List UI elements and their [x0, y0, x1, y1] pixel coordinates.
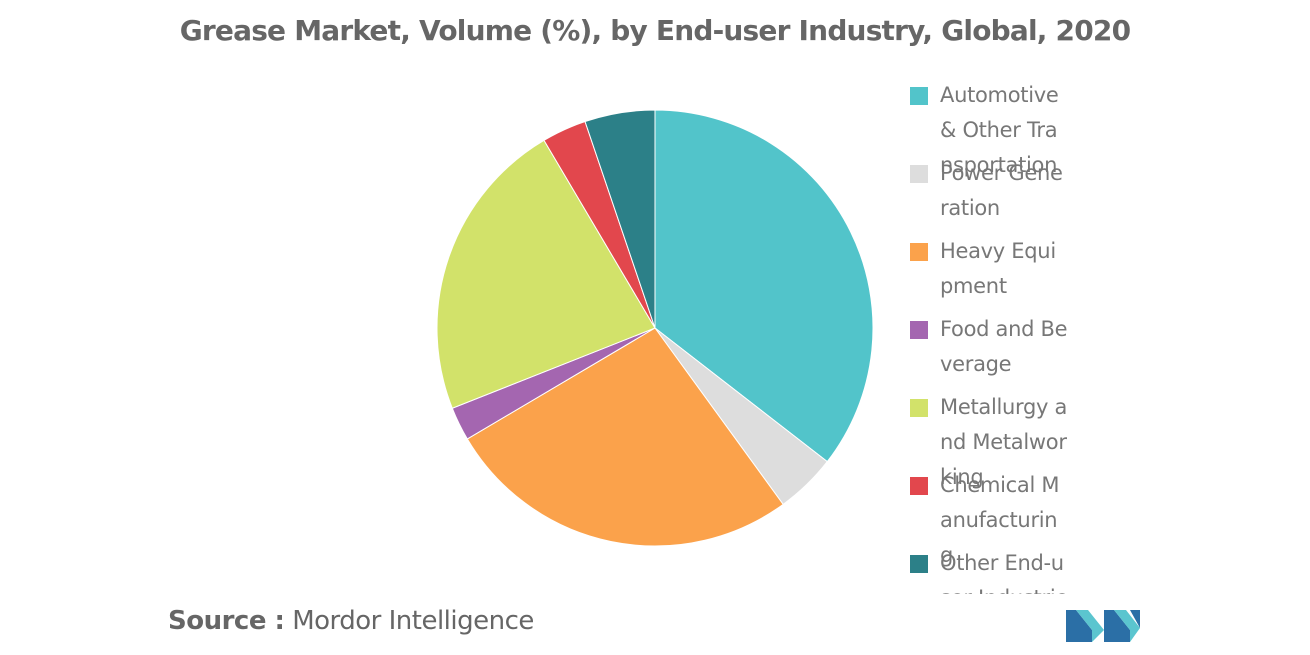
pie-slice-metallurgy-and-metalworking: [436, 139, 656, 409]
pie-slice-other-end-user-industries: [584, 109, 656, 329]
legend-label: Metallurgy and Metalworking: [940, 395, 1068, 489]
chart-title: Grease Market, Volume (%), by End-user I…: [179, 14, 1131, 47]
legend-label: Food and Beverage: [940, 317, 1068, 376]
legend-item: Food and Beverage: [910, 312, 1080, 407]
legend-label: Other End-user Industries: [940, 551, 1068, 594]
legend-label: Power Generation: [940, 161, 1063, 220]
legend-swatch: [910, 243, 928, 261]
chart-legend: Automotive & Other Transportation Power G…: [910, 78, 1080, 594]
pie-slice-automotive-other-transportation: [654, 109, 874, 463]
legend-item: Heavy Equipment: [910, 234, 1080, 329]
legend-item: Automotive & Other Transportation: [910, 78, 1080, 177]
legend-label: Automotive & Other Transportation: [940, 83, 1059, 177]
mordor-logo-icon: [1066, 610, 1140, 642]
legend-label: Heavy Equipment: [940, 239, 1056, 298]
legend-swatch: [910, 555, 928, 573]
source-prefix: Source :: [168, 606, 285, 636]
legend-item: Power Generation: [910, 156, 1080, 251]
legend-swatch: [910, 477, 928, 495]
legend-swatch: [910, 87, 928, 105]
source-note: Source : Mordor Intelligence: [168, 606, 534, 636]
legend-item: Other End-user Industries: [910, 546, 1080, 594]
pie-slice-heavy-equipment: [466, 327, 784, 547]
source-name: Mordor Intelligence: [292, 606, 534, 636]
legend-swatch: [910, 399, 928, 417]
legend-item: Metallurgy and Metalworking: [910, 390, 1080, 489]
legend-item: Chemical Manufacturing: [910, 468, 1080, 567]
legend-swatch: [910, 321, 928, 339]
legend-label: Chemical Manufacturing: [940, 473, 1060, 567]
legend-swatch: [910, 165, 928, 183]
